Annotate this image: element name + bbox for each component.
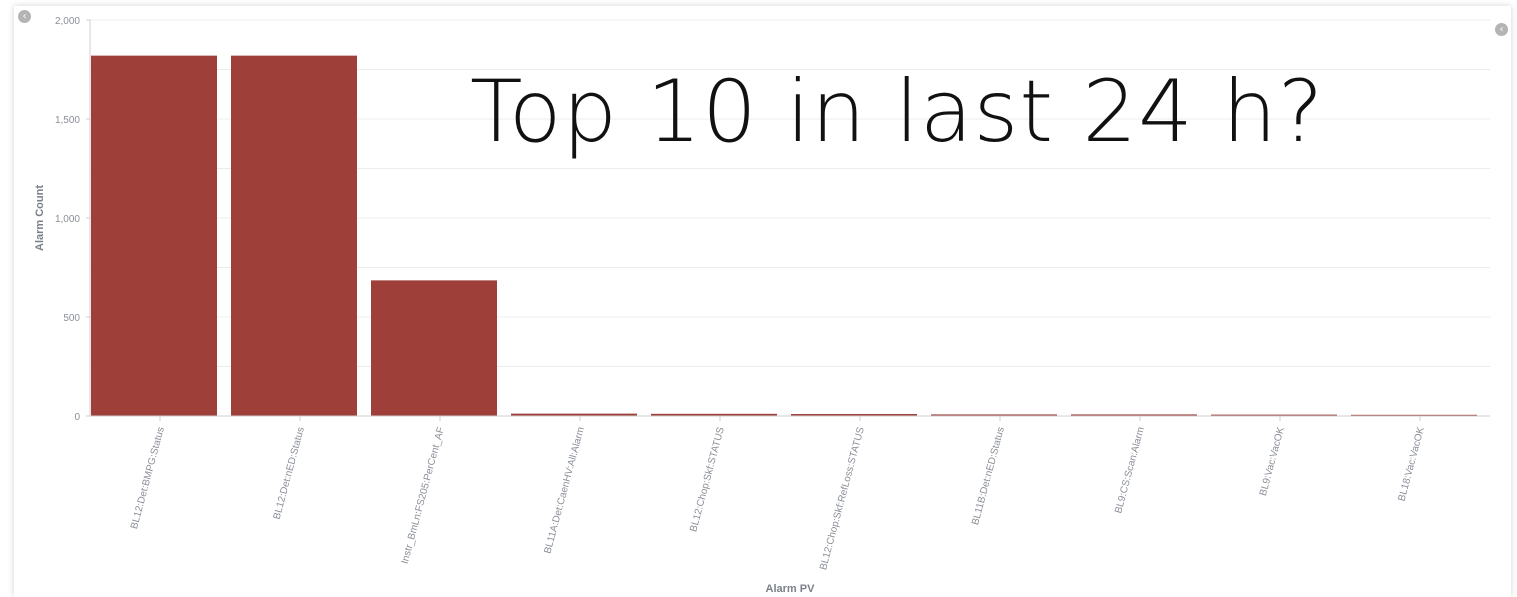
bar xyxy=(371,280,497,416)
y-tick-label: 500 xyxy=(63,313,80,324)
collapse-right-icon[interactable]: ‹ xyxy=(1495,23,1508,36)
bar xyxy=(91,55,217,416)
x-tick-label: BL12:Chop:Skf:RefLoss:STATUS xyxy=(818,426,867,572)
x-tick-label: BL11A:Det:CaenHV:All:Alarm xyxy=(542,426,586,555)
x-tick-label: BL11B:Det:nED:Status xyxy=(970,426,1007,526)
bar xyxy=(1071,414,1197,416)
x-tick-label: BL9:Vac:VacOK xyxy=(1258,426,1287,498)
axes xyxy=(86,19,1490,421)
bar xyxy=(931,414,1057,416)
y-tick-label: 2,000 xyxy=(55,16,80,27)
bar xyxy=(231,55,357,416)
bar xyxy=(791,414,917,416)
x-tick-label: BL12:Det:BMPG:Status xyxy=(129,426,167,530)
bar xyxy=(1211,414,1337,417)
overlay-caption: Top 10 in last 24 h? xyxy=(470,62,1325,162)
y-tick-label: 1,500 xyxy=(55,115,80,126)
x-tick-label: BL12:Det:nED:Status xyxy=(272,426,307,521)
bar xyxy=(651,413,777,416)
bars xyxy=(91,55,1477,417)
x-axis-title: Alarm PV xyxy=(766,583,816,595)
x-tick-label: BL12:Chop:Skf:STATUS xyxy=(688,426,727,533)
bar xyxy=(511,413,637,416)
y-tick-label: 0 xyxy=(74,412,80,423)
y-axis-title: Alarm Count xyxy=(34,185,46,251)
x-tick-label: Instr_BmLn:FS205:PerCent_AF xyxy=(400,426,447,565)
y-tick-labels: 0 500 1,000 1,500 2,000 xyxy=(55,16,80,423)
y-tick-label: 1,000 xyxy=(55,214,80,225)
x-tick-labels: BL12:Det:BMPG:Status BL12:Det:nED:Status I… xyxy=(129,426,1427,572)
x-tick-label: BL9:CS:Scan:Alarm xyxy=(1113,426,1147,515)
x-tick-label: BL18:Vac:VacOK xyxy=(1397,426,1427,503)
collapse-left-icon[interactable]: ‹ xyxy=(18,10,31,23)
